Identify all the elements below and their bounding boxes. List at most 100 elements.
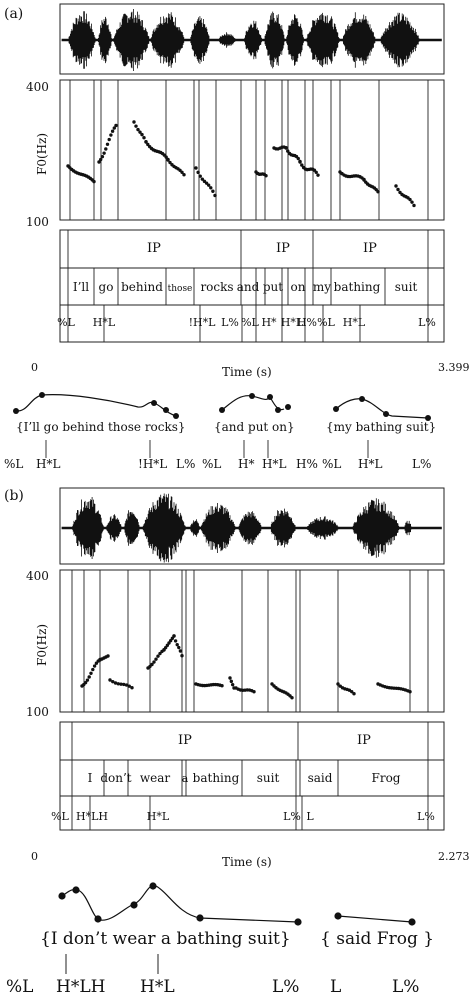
- stylized-point-2: [94, 915, 102, 923]
- waveform-b-frame: [59, 487, 445, 565]
- f0-a-bottom-tick: 100: [26, 215, 49, 229]
- stylized-point-0: [219, 407, 225, 413]
- f0-point-89: [300, 163, 304, 167]
- tone-a2-4: H%: [296, 457, 318, 471]
- stylized-point-6: [294, 918, 302, 926]
- word-6: put: [263, 280, 283, 294]
- f0-point-55: [194, 166, 198, 170]
- tone-3: L%: [283, 810, 301, 823]
- tone-9: H*L: [343, 316, 366, 329]
- phrase-tones-b: %L H*LH H*L L% L L%: [6, 977, 419, 997]
- f0-a-axis-label: F0(Hz): [35, 133, 49, 175]
- f0-contour-b: [80, 634, 412, 700]
- f0-a-top-tick: 400: [26, 80, 49, 94]
- f0-point-129: [410, 200, 414, 204]
- f0-point-97: [314, 170, 318, 174]
- f0-point-60: [228, 676, 232, 680]
- word-4: bathing: [193, 771, 240, 785]
- f0-point-27: [150, 662, 154, 667]
- f0-point-43: [175, 642, 179, 647]
- f0-point-31: [142, 136, 146, 140]
- f0-point-53: [180, 170, 184, 174]
- stylized-point-0: [58, 892, 66, 900]
- waveform-path: [61, 9, 442, 71]
- f0-contour-a: [66, 120, 416, 208]
- f0-point-3: [85, 678, 90, 682]
- tone-a2-1: %L: [202, 457, 221, 471]
- f0-plot-a-frame: [59, 79, 445, 221]
- f0-point-20: [119, 682, 123, 686]
- f0-point-90: [350, 689, 354, 694]
- f0-boundary-lines-a: [69, 80, 429, 220]
- tone-a1-3: !H*L: [138, 457, 167, 471]
- stylized-point-5: [196, 914, 204, 922]
- stylized-point-2: [267, 394, 273, 400]
- panel-a-label: (a): [4, 6, 23, 22]
- word-3: a: [182, 772, 189, 785]
- f0-point-45: [178, 649, 183, 653]
- phrase-a2: {and put on}: [214, 420, 295, 434]
- f0-point-19: [104, 147, 108, 151]
- stylized-point-3: [130, 901, 138, 909]
- f0-point-20: [105, 142, 110, 146]
- waveform-a: [61, 9, 442, 71]
- f0-point-128: [408, 197, 412, 202]
- tone-2: !H*L: [189, 316, 217, 329]
- f0-point-121: [394, 184, 398, 188]
- tone-6: H*L: [281, 316, 304, 329]
- stylized-curve: [335, 398, 429, 419]
- f0-point-31: [158, 651, 162, 656]
- f0-point-44: [164, 155, 168, 159]
- f0-point-86: [296, 156, 300, 161]
- annotation-tiers-a: IP IP IP I’ll go behind those rocks and put on my ba…: [57, 230, 436, 342]
- word-1: don’t: [100, 771, 131, 785]
- f0-point-61: [206, 183, 211, 187]
- f0-point-24: [112, 126, 117, 130]
- stylized-curve: [221, 395, 285, 411]
- f0-point-106: [408, 690, 412, 694]
- f0-point-62: [209, 186, 213, 190]
- f0-point-30: [156, 654, 160, 658]
- tone-5: H*: [261, 316, 277, 329]
- f0-point-15: [97, 160, 101, 164]
- stylized-point-0: [334, 912, 342, 920]
- tone-7: H%: [297, 316, 317, 329]
- word-0: I: [88, 771, 93, 785]
- f0-point-41: [172, 634, 176, 638]
- word-3: those: [168, 284, 193, 294]
- tone-a1-4: L%: [176, 457, 195, 471]
- f0-point-7: [92, 664, 97, 668]
- stylized-curve: [337, 915, 413, 923]
- stylized-point-1: [359, 396, 365, 402]
- f0-point-26: [132, 120, 136, 124]
- f0-point-2: [83, 680, 88, 685]
- f0-point-17: [100, 154, 105, 159]
- waveform-path: [61, 493, 442, 563]
- f0-point-22: [109, 133, 113, 137]
- word-8: my: [313, 280, 331, 294]
- phrase-a1: {I’ll go behind those rocks}: [16, 420, 186, 434]
- f0-point-42: [173, 639, 178, 643]
- tone-a3-2: H*L: [358, 457, 382, 471]
- tone-1: H*L: [93, 316, 116, 329]
- f0-point-15: [106, 654, 110, 658]
- f0-point-44: [177, 645, 181, 650]
- stylized-curve: [15, 394, 177, 417]
- stylized-point-4: [149, 882, 157, 890]
- time-a-end: 3.399: [438, 361, 470, 374]
- tone-2: H*L: [147, 810, 170, 823]
- phrase-a3: {my bathing suit}: [326, 420, 436, 434]
- f0-point-30: [140, 132, 144, 137]
- f0-point-4: [87, 675, 91, 679]
- f0-point-22: [124, 683, 129, 687]
- tone-4: %L: [241, 316, 259, 329]
- word-5: suit: [257, 771, 280, 785]
- tone-b1-4: L%: [272, 977, 299, 997]
- f0-point-19: [116, 682, 120, 686]
- stylized-point-2: [383, 411, 389, 417]
- waveform-a-frame: [59, 3, 445, 75]
- tone-b1-2: H*LH: [56, 977, 105, 997]
- stylized-point-1: [39, 392, 45, 398]
- stylized-point-3: [163, 407, 169, 413]
- ip-label-0: IP: [178, 733, 192, 748]
